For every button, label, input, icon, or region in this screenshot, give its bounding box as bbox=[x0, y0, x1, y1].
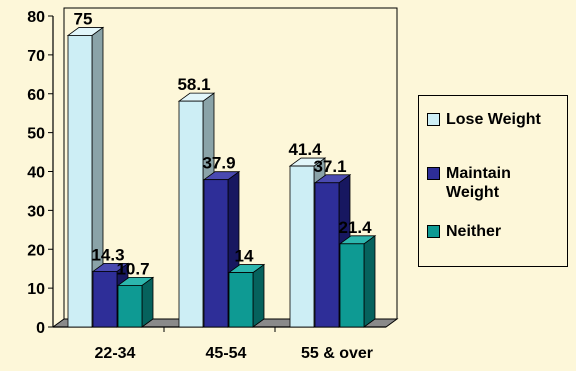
legend-swatch-maintain-weight bbox=[427, 167, 440, 180]
bar-lose-weight-45-54 bbox=[178, 100, 204, 328]
y-tick-label-50: 50 bbox=[27, 126, 45, 143]
bar-maintain-weight-55-over bbox=[314, 182, 340, 328]
x-tick-label-22-34: 22-34 bbox=[95, 345, 136, 362]
data-label-maintain-weight-22-34: 14.3 bbox=[91, 245, 124, 264]
legend-item-lose-weight: Lose Weight bbox=[427, 110, 566, 129]
data-label-neither-22-34: 10.7 bbox=[116, 259, 149, 278]
x-tick-label-45-54: 45-54 bbox=[206, 345, 247, 362]
bar-lose-weight-22-34 bbox=[67, 35, 93, 328]
data-label-neither-55-over: 21.4 bbox=[338, 218, 372, 237]
bar-neither-45-54 bbox=[228, 272, 254, 328]
y-tick-label-0: 0 bbox=[36, 320, 45, 337]
data-label-maintain-weight-55-over: 37.1 bbox=[313, 157, 346, 176]
data-label-neither-45-54: 14 bbox=[235, 247, 254, 266]
y-tick-label-10: 10 bbox=[27, 281, 45, 298]
legend-item-neither: Neither bbox=[427, 222, 566, 241]
bar-neither-55-over bbox=[339, 243, 365, 328]
y-tick-label-40: 40 bbox=[27, 165, 45, 182]
bar-maintain-weight-45-54 bbox=[203, 179, 229, 328]
legend-item-maintain-weight: Maintain Weight bbox=[427, 164, 566, 202]
data-label-lose-weight-45-54: 58.1 bbox=[177, 75, 210, 94]
bar-maintain-weight-22-34 bbox=[92, 271, 118, 328]
y-tick-label-70: 70 bbox=[27, 48, 45, 65]
x-tick-label-55-over: 55 & over bbox=[301, 345, 373, 362]
bar-lose-weight-55-over bbox=[289, 165, 315, 328]
data-label-lose-weight-55-over: 41.4 bbox=[288, 140, 322, 159]
chart-back-wall bbox=[63, 7, 398, 319]
legend-swatch-lose-weight bbox=[427, 113, 440, 126]
legend-swatch-neither bbox=[427, 225, 440, 238]
bar-neither-55-over-side bbox=[363, 235, 376, 328]
y-tick-label-20: 20 bbox=[27, 242, 45, 259]
bar-neither-45-54-side bbox=[252, 263, 265, 328]
y-tick-label-30: 30 bbox=[27, 203, 45, 220]
data-label-maintain-weight-45-54: 37.9 bbox=[202, 154, 235, 173]
bar-neither-22-34-side bbox=[141, 276, 154, 328]
y-tick-label-60: 60 bbox=[27, 87, 45, 104]
data-label-lose-weight-22-34: 75 bbox=[74, 9, 93, 28]
legend-label-maintain-weight: Maintain Weight bbox=[446, 165, 511, 201]
legend: Lose Weight Maintain Weight Neither bbox=[418, 95, 568, 267]
bar-neither-22-34 bbox=[117, 285, 143, 328]
y-tick-label-80: 80 bbox=[27, 9, 45, 26]
legend-label-lose-weight: Lose Weight bbox=[446, 111, 541, 128]
legend-label-neither: Neither bbox=[446, 223, 502, 240]
